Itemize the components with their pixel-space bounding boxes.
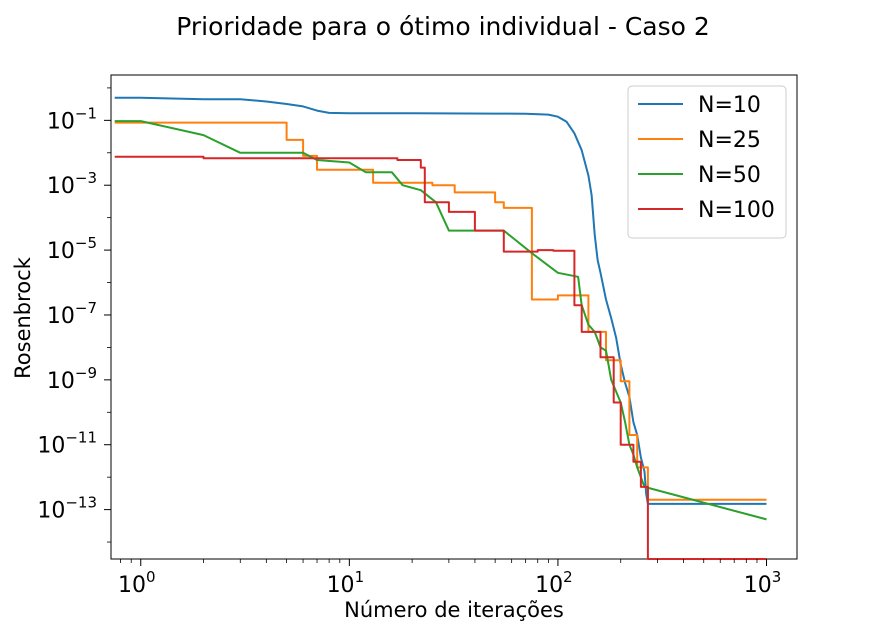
y-tick-exponent: −9 [75,364,97,382]
x-tick-exponent: 0 [146,568,156,586]
y-tick-exponent: −13 [65,494,97,512]
y-tick-base: 10 [37,434,65,459]
x-tick-base: 10 [744,573,772,598]
plot-frame [110,74,798,560]
y-tick-label: 10−1 [47,104,97,134]
y-tick-exponent: −11 [65,429,97,447]
legend-label: N=25 [698,128,761,153]
legend-label: N=10 [698,93,761,118]
legend-box [627,85,787,239]
x-tick-label: 100 [118,568,156,598]
y-tick-base: 10 [47,369,75,394]
y-axis-label: Rosenbrock [11,256,35,379]
y-tick-label: 10−5 [47,234,97,264]
chart-title: Prioridade para o ótimo individual - Cas… [176,12,710,41]
x-tick-base: 10 [327,573,355,598]
y-tick-label: 10−11 [37,429,97,459]
x-tick-exponent: 3 [772,568,782,586]
x-tick-exponent: 1 [355,568,365,586]
series-line-n-25 [114,121,767,501]
y-tick-label: 10−7 [47,299,97,329]
plot-area [110,74,798,560]
y-tick-base: 10 [37,499,65,524]
x-tick-exponent: 2 [563,568,573,586]
y-tick-exponent: −1 [75,104,97,122]
y-tick-exponent: −7 [75,299,97,317]
legend-label: N=100 [698,198,775,223]
x-tick-label: 103 [744,568,782,598]
y-tick-base: 10 [47,304,75,329]
x-tick-base: 10 [118,573,146,598]
x-tick-base: 10 [535,573,563,598]
series-layer [114,96,767,560]
y-tick-exponent: −5 [75,234,97,252]
y-tick-label: 10−9 [47,364,97,394]
series-line-n-100 [114,155,767,560]
y-tick-label: 10−3 [47,169,97,199]
x-tick-label: 102 [535,568,573,598]
series-line-n-10 [114,96,767,505]
legend-label: N=50 [698,163,761,188]
x-axis-label: Número de iterações [344,598,564,622]
x-axis-ticks: 100 101 102 103 [118,559,781,598]
legend: N=10 N=25 N=50 N=100 [627,85,787,239]
y-tick-label: 10−13 [37,494,97,524]
x-tick-label: 101 [327,568,365,598]
y-tick-base: 10 [47,174,75,199]
y-tick-base: 10 [47,109,75,134]
y-tick-exponent: −3 [75,169,97,187]
y-tick-base: 10 [47,239,75,264]
